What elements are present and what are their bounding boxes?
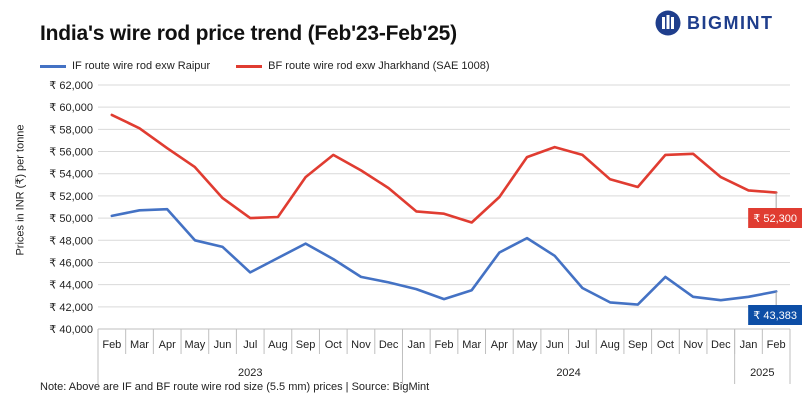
x-tick-label: Dec	[711, 339, 731, 351]
x-tick-label: Apr	[159, 339, 176, 351]
y-tick-label: ₹ 52,000	[49, 191, 93, 203]
brand-logo-icon	[655, 10, 681, 36]
footnote: Note: Above are IF and BF route wire rod…	[40, 381, 430, 393]
x-tick-label: Jul	[575, 339, 589, 351]
end-label-value: ₹ 43,383	[753, 310, 797, 322]
y-tick-label: ₹ 48,000	[49, 235, 93, 247]
x-tick-label: Jun	[546, 339, 564, 351]
x-tick-label: Mar	[130, 339, 149, 351]
x-tick-label: Mar	[462, 339, 481, 351]
legend-swatch-if	[40, 64, 66, 68]
x-tick-label: Sep	[628, 339, 648, 351]
y-tick-label: ₹ 40,000	[49, 324, 93, 336]
year-label: 2024	[556, 367, 580, 379]
x-tick-label: Oct	[657, 339, 674, 351]
x-tick-label: Jan	[740, 339, 758, 351]
x-tick-label: Aug	[600, 339, 620, 351]
x-tick-label: Feb	[102, 339, 121, 351]
x-tick-label: Aug	[268, 339, 288, 351]
year-label: 2023	[238, 367, 262, 379]
y-tick-label: ₹ 56,000	[49, 147, 93, 159]
x-tick-label: Jan	[407, 339, 425, 351]
x-tick-label: Feb	[435, 339, 454, 351]
y-tick-label: ₹ 42,000	[49, 302, 93, 314]
series-line-bf	[110, 113, 778, 224]
y-tick-label: ₹ 54,000	[49, 169, 93, 181]
legend-item-if: IF route wire rod exw Raipur	[40, 60, 210, 72]
x-tick-label: Apr	[491, 339, 508, 351]
y-tick-label: ₹ 62,000	[49, 80, 93, 92]
x-tick-label: Nov	[351, 339, 371, 351]
x-tick-label: May	[184, 339, 205, 351]
x-tick-label: Oct	[325, 339, 342, 351]
x-tick-label: Jun	[214, 339, 232, 351]
legend-label-if: IF route wire rod exw Raipur	[72, 60, 211, 72]
year-label: 2025	[750, 367, 774, 379]
y-tick-label: ₹ 46,000	[49, 257, 93, 269]
x-tick-label: Dec	[379, 339, 399, 351]
x-tick-label: Sep	[296, 339, 316, 351]
series-line-if	[110, 207, 778, 306]
brand-logo: BIGMINT	[655, 6, 774, 40]
legend-item-bf: BF route wire rod exw Jharkhand (SAE 100…	[236, 60, 490, 72]
legend-label-bf: BF route wire rod exw Jharkhand (SAE 100…	[268, 60, 490, 72]
y-tick-label: ₹ 60,000	[49, 102, 93, 114]
x-tick-label: Nov	[683, 339, 703, 351]
y-tick-label: ₹ 58,000	[49, 124, 93, 136]
y-tick-label: ₹ 50,000	[49, 213, 93, 225]
x-tick-label: Feb	[767, 339, 786, 351]
end-label-box	[748, 305, 802, 325]
end-label-box	[748, 208, 802, 228]
y-tick-label: ₹ 44,000	[49, 280, 93, 292]
brand-logo-text: BIGMINT	[687, 12, 774, 33]
chart-legend: IF route wire rod exw Raipur BF route wi…	[40, 60, 516, 72]
x-tick-label: May	[517, 339, 538, 351]
chart-title: India's wire rod price trend (Feb'23-Feb…	[40, 22, 457, 45]
x-tick-label: Jul	[243, 339, 257, 351]
end-label-value: ₹ 52,300	[753, 213, 797, 225]
legend-swatch-bf	[236, 64, 263, 68]
